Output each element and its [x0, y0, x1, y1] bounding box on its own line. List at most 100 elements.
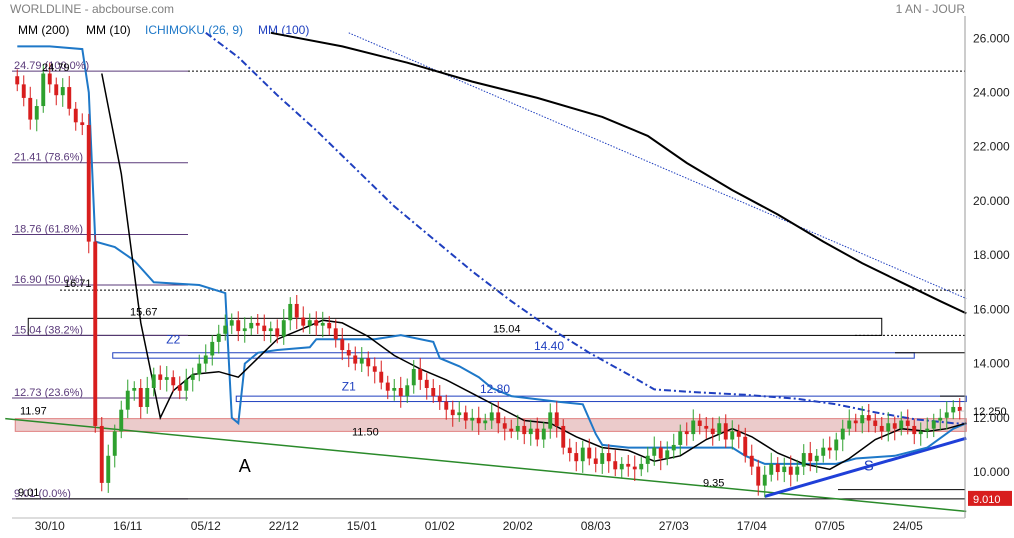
chart-period: 1 AN - JOUR [896, 2, 966, 16]
fib-label: 18.76 (61.8%) [14, 224, 83, 236]
fib-label: 15.04 (38.2%) [14, 324, 83, 336]
x-tick-label: 27/03 [659, 519, 689, 533]
x-tick-label: 16/11 [113, 519, 142, 533]
candle-body [424, 379, 429, 388]
candle-body [262, 325, 267, 332]
candle-body [567, 447, 572, 454]
candle-body [366, 358, 371, 367]
trendline-dotted [348, 32, 967, 299]
candle-body [177, 385, 182, 391]
candle-body [431, 388, 436, 397]
candle-body [333, 328, 338, 340]
candle-body [294, 303, 299, 318]
candle-body [860, 415, 865, 424]
zone-box [235, 395, 967, 403]
trendline-green [5, 417, 967, 513]
x-tick-label: 22/12 [269, 519, 299, 533]
candle-body [450, 409, 455, 416]
candle-body [925, 428, 930, 432]
annotation-s: S [864, 458, 874, 475]
candle-body [229, 320, 234, 326]
candle-body [405, 385, 410, 397]
candle-body [938, 417, 943, 421]
last-price-label: 12.250 [973, 406, 1007, 418]
x-tick-label: 20/02 [503, 519, 533, 533]
candle-body [756, 466, 761, 486]
candle-body [580, 447, 585, 462]
y-tick-label: 14.000 [973, 357, 1010, 371]
x-tick-label: 05/12 [191, 519, 221, 533]
candle-body [899, 420, 904, 429]
fib-label: 16.90 (50.0%) [14, 274, 83, 286]
y-tick-label: 26.000 [973, 31, 1010, 45]
candle-body [132, 388, 137, 391]
candle-body [372, 366, 377, 372]
candle-body [67, 87, 72, 109]
candle-body [379, 371, 384, 383]
candle-body [957, 406, 962, 412]
candle-body [717, 423, 722, 435]
candle-body [411, 369, 416, 386]
candle-body [775, 463, 780, 473]
candle-body [827, 447, 832, 451]
candle-body [483, 420, 488, 424]
candle-body [528, 428, 533, 435]
candle-body [301, 317, 306, 326]
candle-body [905, 420, 910, 426]
candle-body [158, 374, 163, 380]
candle-body [788, 466, 793, 475]
candle-body [671, 444, 676, 451]
candle-body [190, 374, 195, 380]
candle-body [119, 409, 124, 432]
candle-body [359, 358, 364, 364]
candle-body [21, 84, 26, 98]
candle-body [834, 439, 839, 451]
candle-body [678, 431, 683, 445]
candle-body [392, 388, 397, 391]
legend-entry: MM (200) [18, 23, 69, 37]
fib-label: 21.41 (78.6%) [14, 152, 83, 164]
candle-body [515, 425, 520, 432]
labels: 24.79 (100.0%) 21.41 (78.6%) 18.76 (61.8%)… [14, 60, 874, 500]
candle-body [710, 428, 715, 435]
y-tick-label: 22.000 [973, 140, 1010, 154]
zone-box [14, 418, 967, 432]
candle-body [320, 322, 325, 326]
candle-body [502, 423, 507, 429]
candle-body [509, 428, 514, 432]
level-label: 9.35 [703, 478, 724, 490]
candle-body [346, 350, 351, 356]
candle-body [743, 436, 748, 456]
level-label: 16.71 [64, 278, 92, 290]
candle-body [814, 455, 819, 462]
candle-body [886, 423, 891, 432]
candle-body [613, 461, 618, 470]
candle-body [60, 87, 65, 96]
candle-body [203, 355, 208, 364]
y-tick-label: 24.000 [973, 85, 1010, 99]
candle-body [268, 328, 273, 332]
candle-body [944, 412, 949, 418]
candle-body [866, 415, 871, 421]
candle-body [574, 453, 579, 462]
candle-body [385, 382, 390, 391]
legend-entry: ICHIMOKU (26, 9) [145, 23, 243, 37]
level-label: 15.67 [130, 306, 158, 318]
candle-body [54, 84, 59, 96]
annotation-a: A [239, 456, 251, 476]
candle-body [593, 458, 598, 464]
candle-body [470, 417, 475, 421]
candle-body [444, 401, 449, 410]
candle-body [535, 428, 540, 440]
candle-body [164, 377, 169, 380]
candle-body [730, 431, 735, 440]
candle-body [171, 377, 176, 386]
x-tick-label: 30/10 [35, 519, 65, 533]
candle-body [723, 423, 728, 440]
candle-body [639, 463, 644, 470]
candle-body [600, 453, 605, 464]
candles [15, 62, 962, 498]
candle-body [184, 379, 189, 391]
candle-body [496, 412, 501, 424]
candle-body [548, 412, 553, 429]
